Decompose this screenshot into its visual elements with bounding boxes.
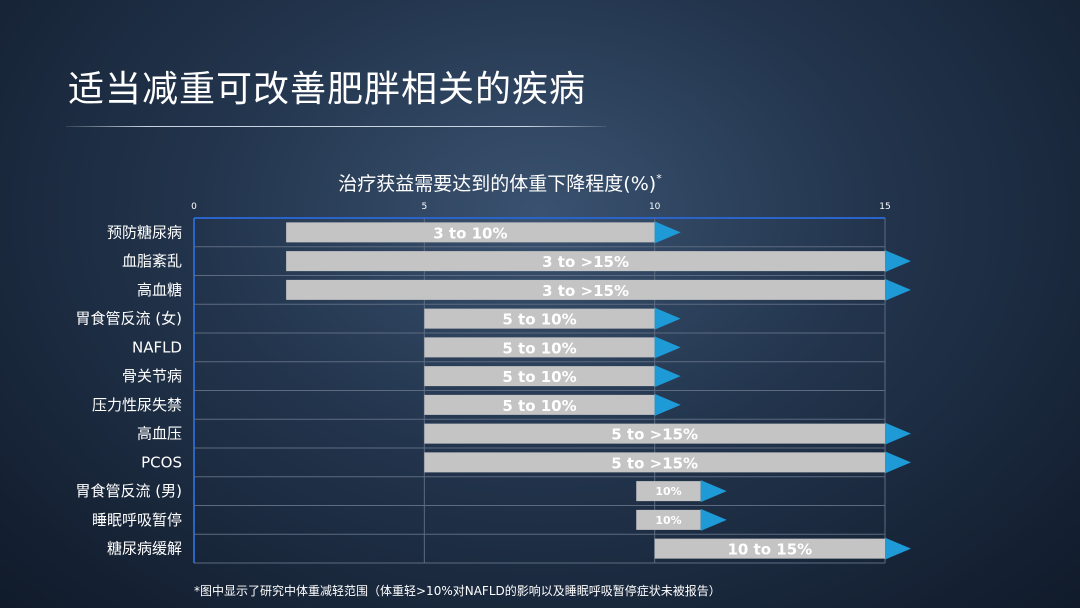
range-arrow [654, 393, 681, 416]
bar-value-label: 5 to 10% [502, 339, 576, 357]
slide-title: 适当减重可改善肥胖相关的疾病 [68, 69, 587, 110]
range-arrow [885, 537, 911, 560]
category-label: 血脂紊乱 [122, 252, 182, 270]
x-tick-label: 15 [879, 202, 890, 212]
range-arrow [654, 336, 681, 359]
bar-value-label: 3 to >15% [542, 282, 629, 300]
title-divider [66, 126, 606, 127]
range-bar [636, 481, 701, 502]
category-label: 压力性尿失禁 [92, 396, 182, 414]
footnote: *图中显示了研究中体重减轻范围（体重轻>10%对NAFLD的影响以及睡眠呼吸暂停… [194, 584, 721, 598]
range-bar [654, 538, 885, 559]
bar-value-label: 5 to >15% [611, 454, 698, 472]
bar-value-label: 10% [655, 485, 681, 498]
range-arrow [654, 307, 681, 330]
range-arrow [885, 250, 911, 273]
range-arrow [700, 508, 727, 531]
category-label: 高血糖 [137, 281, 182, 299]
category-label: 糖尿病缓解 [107, 540, 182, 558]
category-label: 胃食管反流 (男) [76, 482, 182, 500]
bar-value-label: 10% [655, 514, 681, 527]
range-bar [424, 423, 885, 444]
category-label: 胃食管反流 (女) [76, 310, 182, 328]
bar-value-label: 3 to >15% [542, 253, 629, 271]
range-bar [424, 308, 655, 329]
bar-value-label: 3 to 10% [433, 224, 507, 242]
range-bar [286, 279, 886, 300]
category-label: 睡眠呼吸暂停 [92, 511, 182, 529]
chart-title: 治疗获益需要达到的体重下降程度(%)* [338, 172, 662, 195]
category-label: 骨关节病 [122, 367, 182, 385]
bar-value-label: 5 to >15% [611, 426, 698, 444]
bar-value-label: 5 to 10% [502, 311, 576, 329]
bar-value-label: 5 to 10% [502, 397, 576, 415]
range-bar [286, 222, 655, 243]
range-arrow [885, 278, 911, 301]
category-label: NAFLD [132, 338, 182, 356]
range-bar [424, 394, 655, 415]
x-tick-label: 10 [649, 202, 661, 212]
bar-value-label: 5 to 10% [502, 368, 576, 386]
range-arrow [700, 480, 727, 503]
range-arrow [654, 365, 681, 388]
range-arrow [654, 221, 681, 244]
range-bar [636, 509, 701, 530]
x-tick-label: 5 [421, 202, 427, 212]
range-bar [424, 452, 885, 473]
category-label: 预防糖尿病 [107, 223, 182, 241]
range-bar [286, 251, 886, 272]
category-label: 高血压 [137, 425, 182, 443]
x-tick-label: 0 [191, 202, 197, 212]
bar-value-label: 10 to 15% [727, 541, 812, 559]
range-bar [424, 337, 655, 358]
range-arrow [885, 451, 911, 474]
range-bar [424, 366, 655, 387]
range-arrow [885, 422, 911, 445]
category-label: PCOS [141, 453, 182, 471]
